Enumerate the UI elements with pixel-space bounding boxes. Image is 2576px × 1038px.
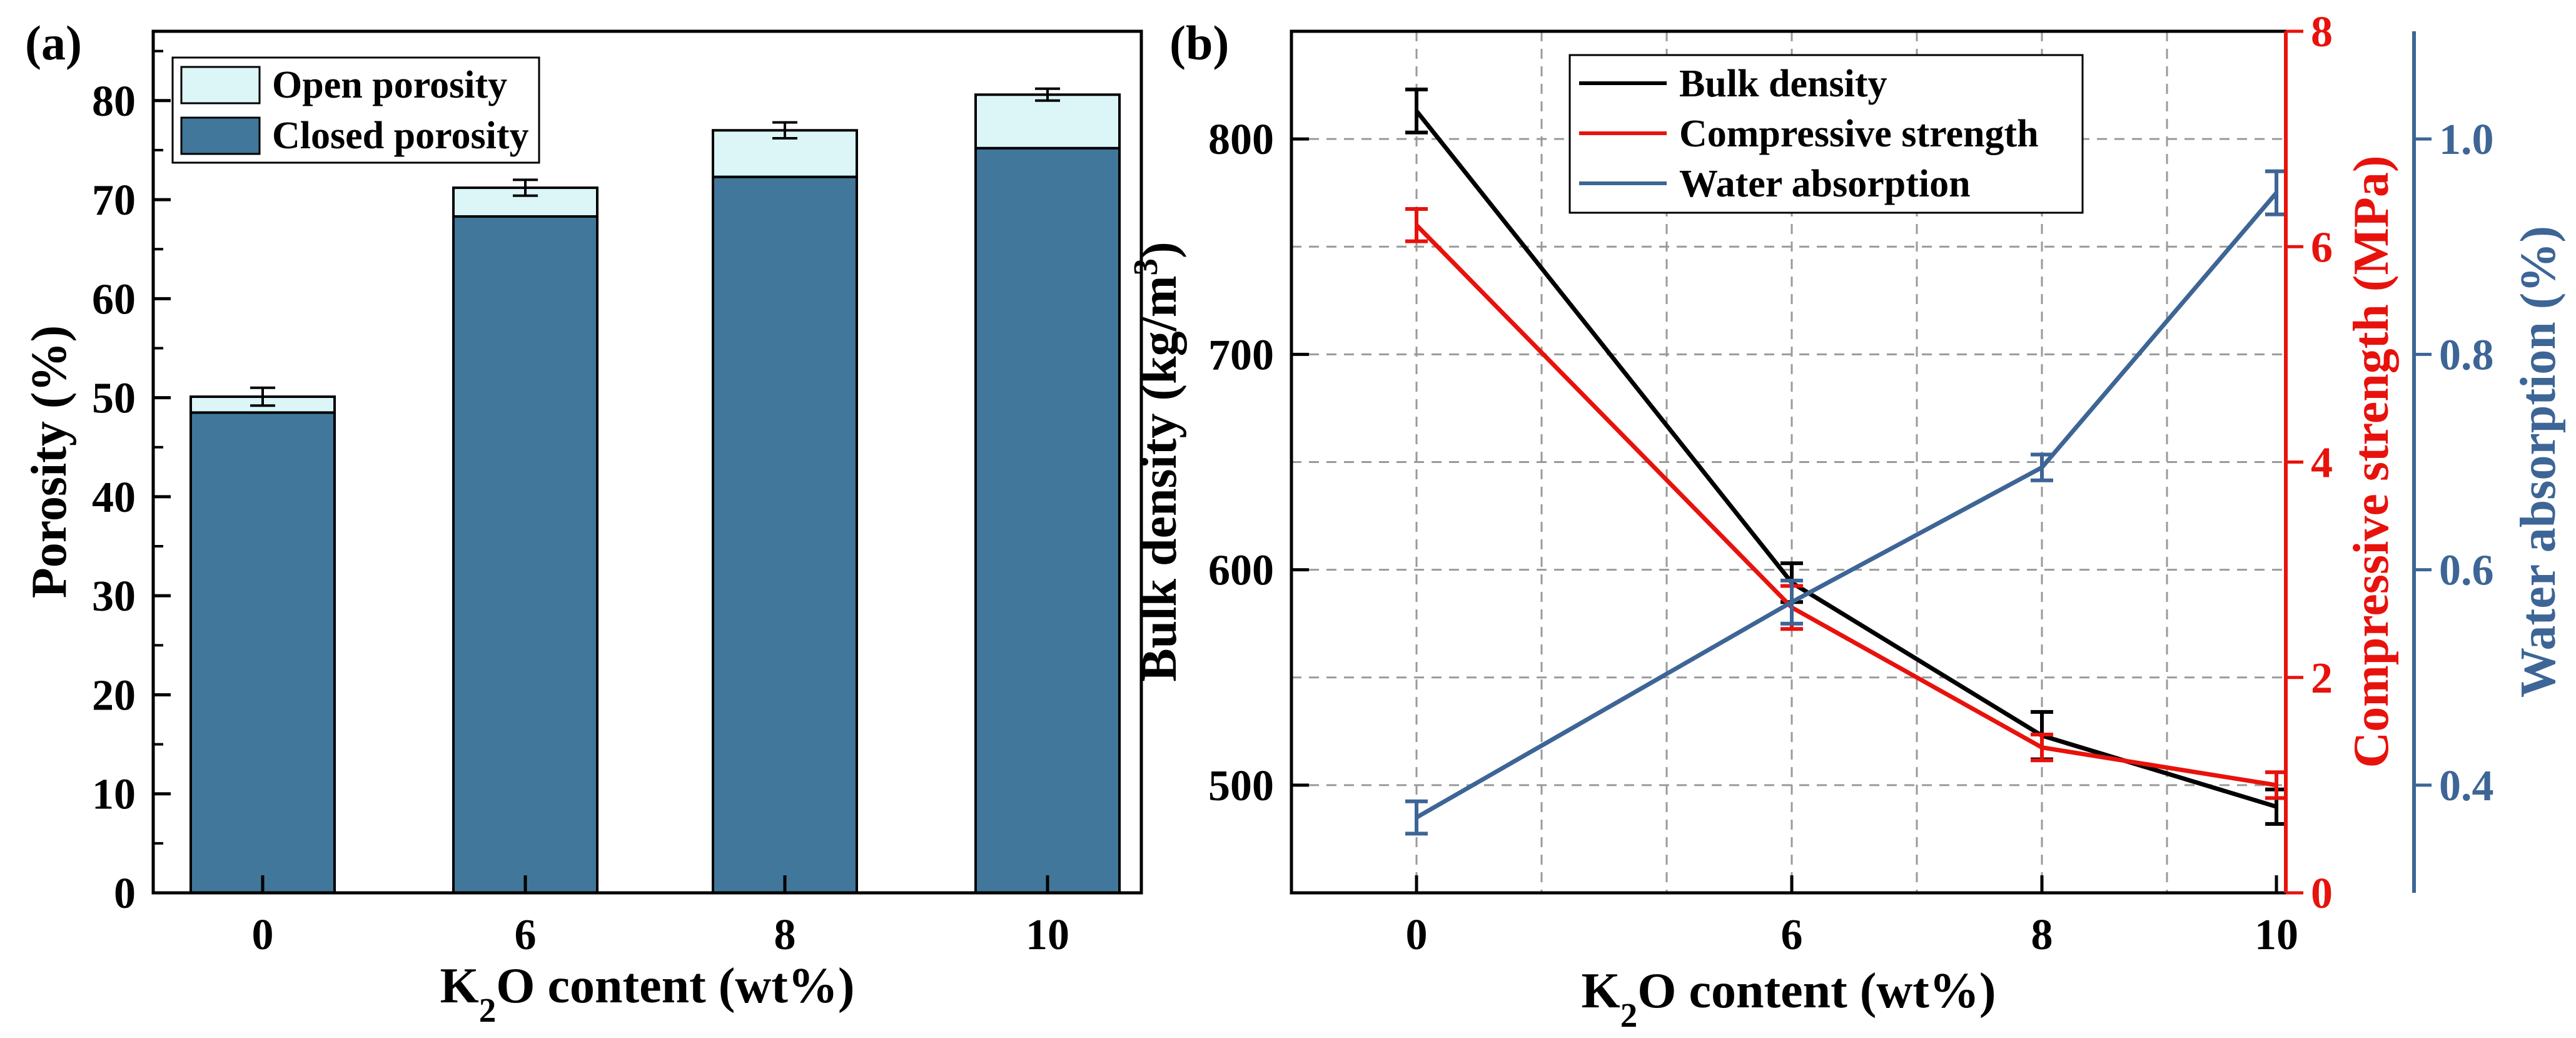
y-tick-label-30: 30 [92, 572, 136, 621]
series-line-water-absorption [1415, 191, 2278, 820]
x-tick-label-8: 8 [774, 911, 796, 959]
legend-label-open-porosity: Open porosity [272, 64, 507, 106]
series-line-bulk-density [1415, 109, 2278, 809]
right1-tick-label-2: 2 [2311, 654, 2333, 703]
panel-b-label: (b) [1169, 16, 1229, 70]
x-tick-label-0: 0 [1406, 911, 1428, 959]
panel-b-right1-axis-title: Compressive strength (MPa) [2344, 155, 2399, 768]
error-bar-porosity-0 [250, 386, 275, 407]
left-tick-label-500: 500 [1208, 762, 1274, 810]
legend-label-compressive-strength: Compressive strength [1679, 113, 2039, 155]
error-bar-water-absorption-0 [1405, 799, 1428, 836]
bar-closed-porosity-0 [189, 411, 336, 894]
panel-a-plot-frame [151, 29, 1143, 895]
y-tick-label-40: 40 [92, 474, 136, 522]
right2-tick-label-0.6: 0.6 [2439, 547, 2494, 595]
bar-closed-porosity-6 [452, 215, 599, 895]
y-tick-label-0: 0 [114, 870, 136, 918]
panel-b-x-axis-title: K2O content (wt%) [1582, 964, 1996, 1034]
error-bar-water-absorption-8 [2031, 452, 2053, 482]
bar-open-porosity-10 [974, 93, 1121, 150]
x-tick-label-8: 8 [2031, 911, 2053, 959]
right2-tick-label-1.0: 1.0 [2439, 116, 2494, 164]
left-tick-label-700: 700 [1208, 331, 1274, 379]
right2-tick-label-0.4: 0.4 [2439, 762, 2494, 810]
left-tick-label-800: 800 [1208, 116, 1274, 164]
right2-tick-label-0.8: 0.8 [2439, 331, 2494, 379]
x-tick-label-0: 0 [252, 911, 274, 959]
error-bar-porosity-6 [513, 178, 538, 197]
y-tick-label-60: 60 [92, 275, 136, 323]
error-bar-porosity-10 [1035, 87, 1060, 102]
panel-a-label: (a) [25, 16, 82, 70]
panel-a-y-axis-title: Porosity (%) [22, 325, 77, 598]
left-tick-label-600: 600 [1208, 547, 1274, 595]
right1-tick-label-0: 0 [2311, 870, 2333, 918]
bar-closed-porosity-8 [712, 175, 858, 894]
y-tick-label-80: 80 [92, 78, 136, 126]
legend-swatch-open-porosity [180, 66, 261, 104]
y-tick-label-50: 50 [92, 375, 136, 423]
panel-b-properties-chart: (b) 0 6 8 10 500 600 700 800 0 2 4 6 8 0.4 0.6 0.8 1.0 B… [1126, 8, 2567, 1034]
panel-a-legend: Open porosity Closed porosity [171, 56, 540, 164]
panel-b-legend: Bulk density Compressive strength Water … [1568, 54, 2084, 214]
legend-label-water-absorption: Water absorption [1679, 163, 1971, 205]
legend-label-closed-porosity: Closed porosity [272, 114, 529, 157]
y-tick-label-10: 10 [92, 771, 136, 819]
right1-tick-label-6: 6 [2311, 223, 2333, 272]
legend-swatch-closed-porosity [180, 116, 261, 155]
error-bar-porosity-8 [772, 121, 797, 140]
legend-label-bulk-density: Bulk density [1679, 63, 1887, 105]
error-bar-bulk-density-0 [1405, 87, 1428, 135]
panel-b-right2-axis-title: Water absorption (%) [2511, 226, 2566, 698]
x-tick-label-6: 6 [515, 911, 537, 959]
x-tick-label-6: 6 [1781, 911, 1803, 959]
y-tick-label-20: 20 [92, 671, 136, 720]
right1-tick-label-8: 8 [2311, 8, 2333, 56]
x-tick-label-10: 10 [1026, 911, 1069, 959]
x-tick-label-10: 10 [2255, 911, 2298, 959]
panel-a-porosity-chart: (a) 0 10 20 30 40 50 60 70 80 0 6 8 10 Porosity (%)… [22, 16, 1143, 1029]
y-tick-label-70: 70 [92, 176, 136, 225]
error-bar-water-absorption-6 [1780, 578, 1803, 626]
error-bar-compressive-strength-8 [2031, 732, 2053, 763]
panel-a-x-axis-title: K2O content (wt%) [440, 959, 855, 1029]
error-bar-compressive-strength-0 [1405, 207, 1428, 243]
right1-tick-label-4: 4 [2311, 439, 2333, 487]
bar-closed-porosity-10 [974, 146, 1121, 895]
series-line-compressive-strength [1415, 223, 2277, 788]
panel-b-left-axis-title: Bulk density (kg/m3) [1126, 242, 1188, 681]
